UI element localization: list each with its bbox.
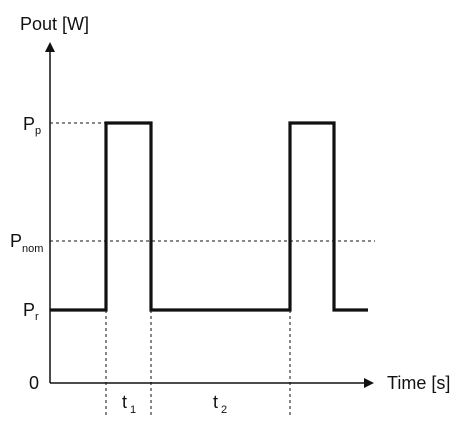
t1-subscript: 1 (130, 404, 136, 416)
y-axis-label: Pout [W] (20, 14, 89, 34)
peak-level-subscript: p (35, 125, 41, 137)
power-waveform (50, 121, 368, 312)
rated-level-subscript: r (35, 311, 39, 323)
origin-label: 0 (29, 373, 39, 393)
rated-level-label: P (23, 300, 35, 320)
t1-label: t (122, 392, 127, 412)
x-axis-label: Time [s] (387, 373, 450, 393)
peak-level-label: P (23, 114, 35, 134)
nominal-level-subscript: nom (22, 243, 43, 255)
t2-label: t (213, 392, 218, 412)
t2-subscript: 2 (221, 404, 227, 416)
nominal-level-label: P (10, 231, 22, 251)
